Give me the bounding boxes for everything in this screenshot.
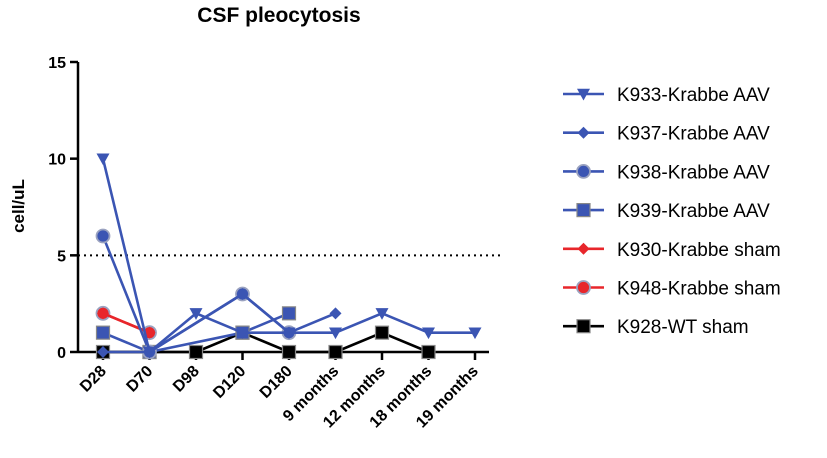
series-0 xyxy=(96,153,482,359)
data-point xyxy=(143,346,156,359)
y-tick-label: 0 xyxy=(57,345,66,362)
legend-label: K928-WT sham xyxy=(617,317,749,338)
data-point xyxy=(236,288,249,300)
data-point xyxy=(236,327,249,340)
data-point xyxy=(281,306,297,321)
x-tick-label: D28 xyxy=(77,363,110,396)
data-point xyxy=(282,327,296,340)
legend: K933-Krabbe AAV K937-Krabbe AAV K938-Krabb… xyxy=(563,85,781,338)
series-2 xyxy=(95,228,297,360)
y-tick-label: 15 xyxy=(48,55,66,72)
x-tick-label: D70 xyxy=(124,363,157,396)
legend-item: K948-Krabbe sham xyxy=(563,279,781,300)
legend-item: K937-Krabbe AAV xyxy=(563,124,770,145)
legend-marker xyxy=(576,163,591,179)
y-tick-label: 5 xyxy=(57,248,66,265)
legend-item: K930-Krabbe sham xyxy=(563,240,781,261)
data-point xyxy=(421,344,436,360)
data-point xyxy=(281,344,297,360)
legend-marker xyxy=(577,242,590,255)
legend-label: K930-Krabbe sham xyxy=(617,240,781,261)
legend-item: K933-Krabbe AAV xyxy=(563,85,770,106)
data-point xyxy=(189,308,203,320)
x-tick-label: D180 xyxy=(257,363,296,402)
series-line xyxy=(101,235,290,354)
data-point xyxy=(329,327,342,340)
legend-marker xyxy=(576,203,591,218)
series-layer xyxy=(95,153,482,360)
legend-label: K933-Krabbe AAV xyxy=(617,85,770,106)
legend-label: K938-Krabbe AAV xyxy=(617,162,770,183)
data-point xyxy=(96,153,110,166)
legend-marker xyxy=(577,88,590,101)
x-tick-label: D98 xyxy=(170,363,203,396)
data-point xyxy=(97,346,109,358)
data-point xyxy=(188,344,204,360)
legend-marker xyxy=(576,280,591,295)
series-line xyxy=(102,312,290,354)
data-point xyxy=(95,228,111,244)
data-point xyxy=(95,325,111,340)
data-point xyxy=(422,327,435,340)
legend-item: K938-Krabbe AAV xyxy=(563,162,770,183)
legend-label: K939-Krabbe AAV xyxy=(617,201,770,222)
data-point xyxy=(97,307,109,320)
y-tick-label: 10 xyxy=(48,152,66,169)
data-point xyxy=(468,327,482,340)
legend-marker xyxy=(577,126,590,139)
data-point xyxy=(374,325,390,340)
legend-label: K948-Krabbe sham xyxy=(617,279,781,300)
legend-label: K937-Krabbe AAV xyxy=(617,124,770,145)
x-tick-label: D120 xyxy=(210,363,249,402)
chart-title: CSF pleocytosis xyxy=(197,4,360,27)
legend-item: K928-WT sham xyxy=(563,317,749,338)
data-point xyxy=(375,308,389,320)
legend-item: K939-Krabbe AAV xyxy=(563,201,770,222)
series-line xyxy=(103,331,429,354)
data-point xyxy=(329,307,342,320)
y-axis-label: cell/uL xyxy=(9,179,28,233)
legend-marker xyxy=(576,319,591,334)
data-point xyxy=(328,344,343,360)
